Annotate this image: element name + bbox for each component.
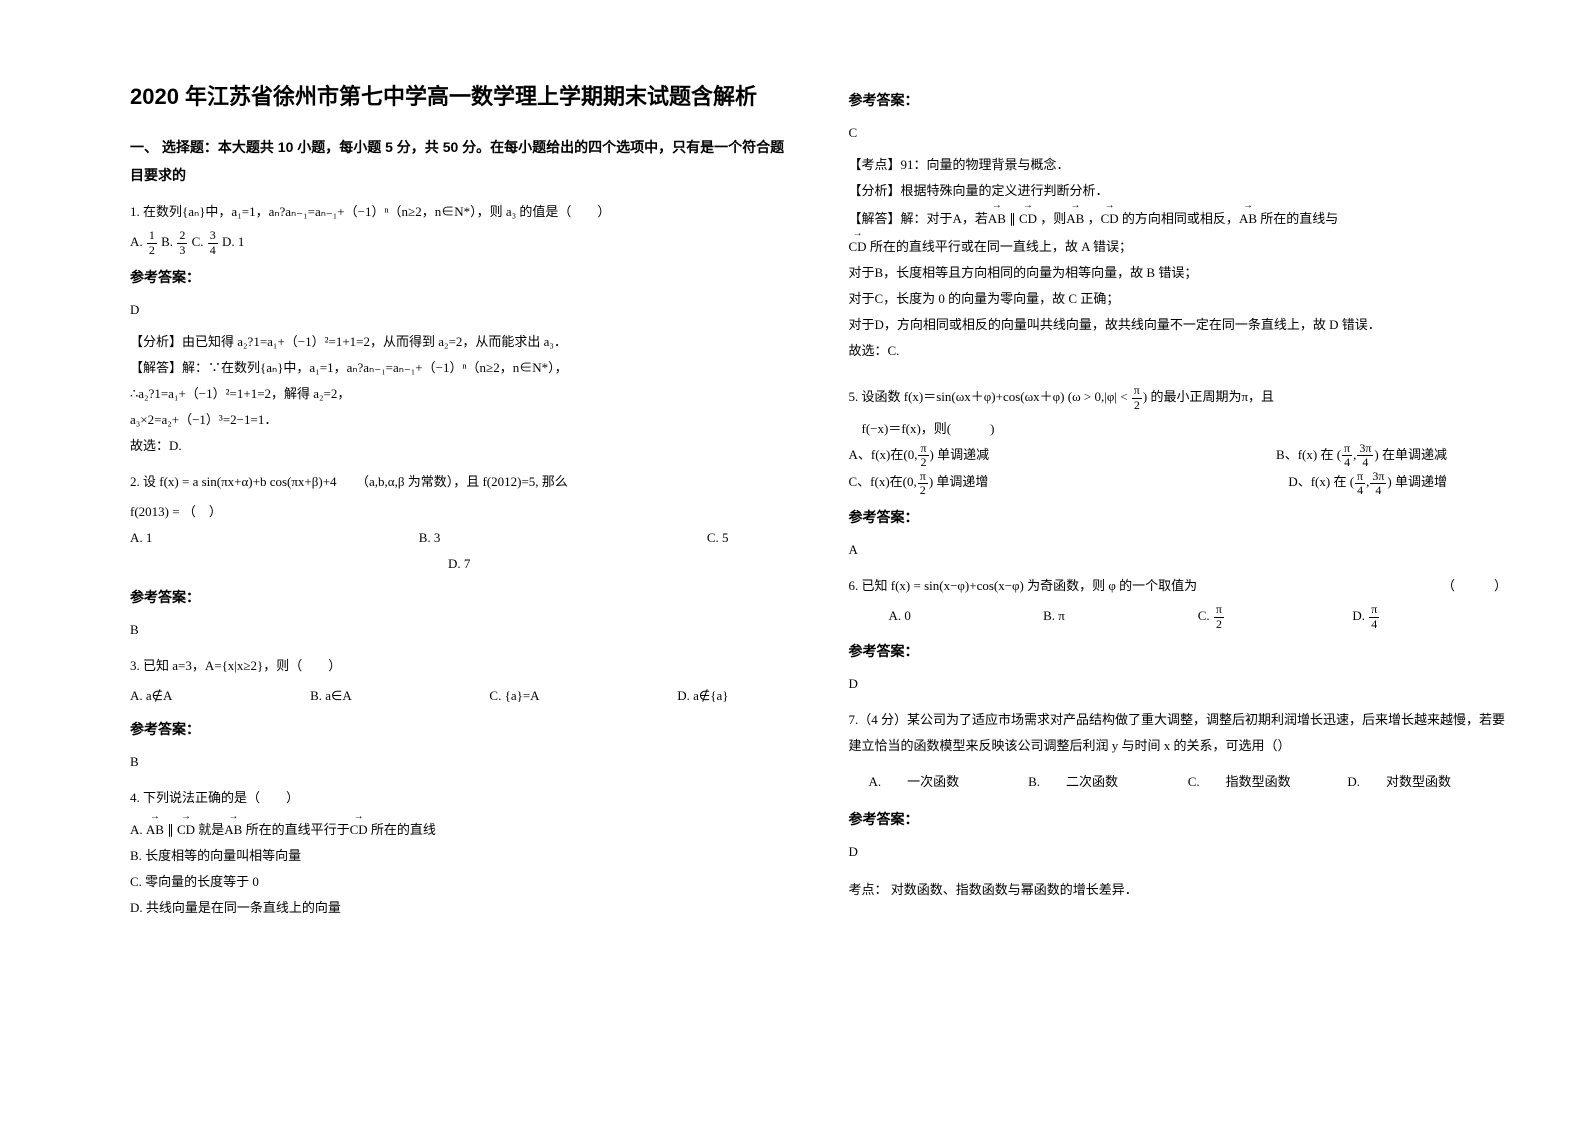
q1-analysis-3: ∴a₂?1=a₁+（−1）²=1+1=2，解得 a₂=2， [130,381,789,407]
vec-cd-icon: CD [1101,204,1119,232]
q1-stem: 1. 在数列{aₙ}中，a₁=1，aₙ?aₙ₋₁=aₙ₋₁+（−1）ⁿ（n≥2，… [130,199,789,225]
q2-opt-c: C. 5 [707,525,729,551]
q1-analysis-4: a₃×2=a₂+（−1）³=2−1=1． [130,407,789,433]
q4-an: 【分析】根据特殊向量的定义进行判断分析． [849,178,1508,204]
q7-options: A. 一次函数 B. 二次函数 C. 指数型函数 D. 对数型函数 [849,769,1508,795]
vec-cd-icon: CD [177,815,195,843]
q7-stem: 7.（4 分）某公司为了适应市场需求对产品结构做了重大调整，调整后初期利润增长迅… [849,707,1508,759]
vec-ab-icon: AB [988,204,1006,232]
q6-opt-b: B. π [1043,603,1198,631]
q6-opt-d: D. π4 [1352,603,1507,631]
q6-stem: 6. 已知 f(x) = sin(x−φ)+cos(x−φ) 为奇函数，则 φ … [849,573,1508,599]
left-column: 2020 年江苏省徐州市第七中学高一数学理上学期期末试题含解析 一、 选择题：本… [100,80,819,1082]
q1-options: A. 12 B. 23 C. 34 D. 1 [130,229,789,257]
q4-sol-1b: CD 所在的直线平行或在同一直线上，故 A 错误； [849,232,1508,260]
q7-ans: D [849,839,1508,865]
q1-opt-a-frac: 12 [147,229,157,256]
q3-options: A. a∉A B. a∈A C. {a}=A D. a∉{a} [130,683,789,709]
q3-opt-c: C. {a}=A [489,683,539,709]
q4-sol-3: 对于C，长度为 0 的向量为零向量，故 C 正确； [849,286,1508,312]
q1-ans-label: 参考答案： [130,263,789,291]
q5-opt-a: A、f(x)在(0,π2) 单调递减 [849,442,990,470]
q3-opt-a: A. a∉A [130,683,172,709]
vec-cd-icon: CD [849,232,867,260]
vec-ab-icon: AB [1066,204,1084,232]
q5-cond-frac: π2 [1132,384,1142,411]
q3-ans-label: 参考答案： [130,715,789,743]
q2-ans: B [130,617,789,643]
q3-opt-b: B. a∈A [310,683,352,709]
q5-opt-b: B、f(x) 在 (π4,3π4) 在单调递减 [1276,442,1447,470]
q2-options-row1: A. 1 B. 3 C. 5 [130,525,789,551]
right-column: 参考答案： C 【考点】91：向量的物理背景与概念． 【分析】根据特殊向量的定义… [819,80,1538,1082]
q6-opt-a: A. 0 [889,603,1044,631]
q4-opt-a: A. AB ∥ CD 就是AB 所在的直线平行于CD 所在的直线 [130,815,789,843]
q4-sol-5: 故选：C. [849,338,1508,364]
q7-opt-c: C. 指数型函数 [1188,769,1348,795]
q5-opt-c: C、f(x)在(0,π2) 单调递增 [849,469,989,497]
q4-opt-c: C. 零向量的长度等于 0 [130,869,789,895]
q2-opt-d: D. 7 [130,551,789,577]
q4-opt-b: B. 长度相等的向量叫相等向量 [130,843,789,869]
q7-opt-a: A. 一次函数 [869,769,1029,795]
q6-options: A. 0 B. π C. π2 D. π4 [849,603,1508,631]
q4-sol-4: 对于D，方向相同或相反的向量叫共线向量，故共线向量不一定在同一条直线上，故 D … [849,312,1508,338]
q7-opt-d: D. 对数型函数 [1347,769,1507,795]
q6-opt-c: C. π2 [1198,603,1353,631]
q3-opt-d: D. a∉{a} [677,683,728,709]
q2-opt-b: B. 3 [419,525,441,551]
q5-stem-c: f(−x)＝f(x)，则( ) [849,416,1508,442]
q4-ans-label: 参考答案： [849,86,1508,114]
q7-opt-b: B. 二次函数 [1028,769,1188,795]
vec-ab-icon: AB [146,815,164,843]
q3-stem: 3. 已知 a=3，A={x|x≥2}，则（ ） [130,653,789,679]
q4-ans: C [849,120,1508,146]
q5-ans: A [849,537,1508,563]
q7-ans-label: 参考答案： [849,805,1508,833]
q4-sol-2: 对于B，长度相等且方向相同的向量为相等向量，故 B 错误； [849,260,1508,286]
q6-ans: D [849,671,1508,697]
q7-kp: 考点： 对数函数、指数函数与幂函数的增长差异． [849,877,1508,903]
vec-ab-icon: AB [224,815,242,843]
q3-ans: B [130,749,789,775]
q1-analysis-1: 【分析】由已知得 a₂?1=a₁+（−1）²=1+1=2，从而得到 a₂=2，从… [130,329,789,355]
vec-cd-icon: CD [1019,204,1037,232]
q1-opt-c-pre: C. [192,234,207,249]
vec-cd-icon: CD [350,815,368,843]
vec-ab-icon: AB [1239,204,1257,232]
q5-opts-row1: A、f(x)在(0,π2) 单调递减 B、f(x) 在 (π4,3π4) 在单调… [849,442,1508,470]
q5-opts-row2: C、f(x)在(0,π2) 单调递增 D、f(x) 在 (π4,3π4) 单调递… [849,469,1508,497]
q4-opt-d: D. 共线向量是在同一条直线上的向量 [130,895,789,921]
q2-stem-b: f(2013) = （ ） [130,499,789,525]
q1-opt-b-pre: B. [161,234,176,249]
q5-ans-label: 参考答案： [849,503,1508,531]
q1-analysis-2: 【解答】解：∵在数列{aₙ}中，a₁=1，aₙ?aₙ₋₁=aₙ₋₁+（−1）ⁿ（… [130,355,789,381]
section-1-head: 一、 选择题：本大题共 10 小题，每小题 5 分，共 50 分。在每小题给出的… [130,133,789,189]
q1-analysis-5: 故选：D. [130,433,789,459]
q5-opt-d: D、f(x) 在 (π4,3π4) 单调递增 [1288,469,1447,497]
q2-ans-label: 参考答案： [130,583,789,611]
q2-stem-a: 2. 设 f(x) = a sin(πx+α)+b cos(πx+β)+4 （a… [130,469,789,495]
q4-sol-1: 【解答】解：对于A，若AB ∥ CD ，则AB ，CD 的方向相同或相反，AB … [849,204,1508,232]
q1-opt-c-frac: 34 [208,229,218,256]
q4-kp: 【考点】91：向量的物理背景与概念． [849,152,1508,178]
doc-title: 2020 年江苏省徐州市第七中学高一数学理上学期期末试题含解析 [130,80,789,113]
q6-ans-label: 参考答案： [849,637,1508,665]
q5-stem: 5. 设函数 f(x)＝sin(ωx＋φ)+cos(ωx＋φ) (ω > 0,|… [849,384,1508,412]
q1-opt-d: D. 1 [222,234,244,249]
q1-opt-a-pre: A. [130,234,146,249]
q2-opt-a: A. 1 [130,525,152,551]
q1-ans: D [130,297,789,323]
q1-opt-b-frac: 23 [177,229,187,256]
